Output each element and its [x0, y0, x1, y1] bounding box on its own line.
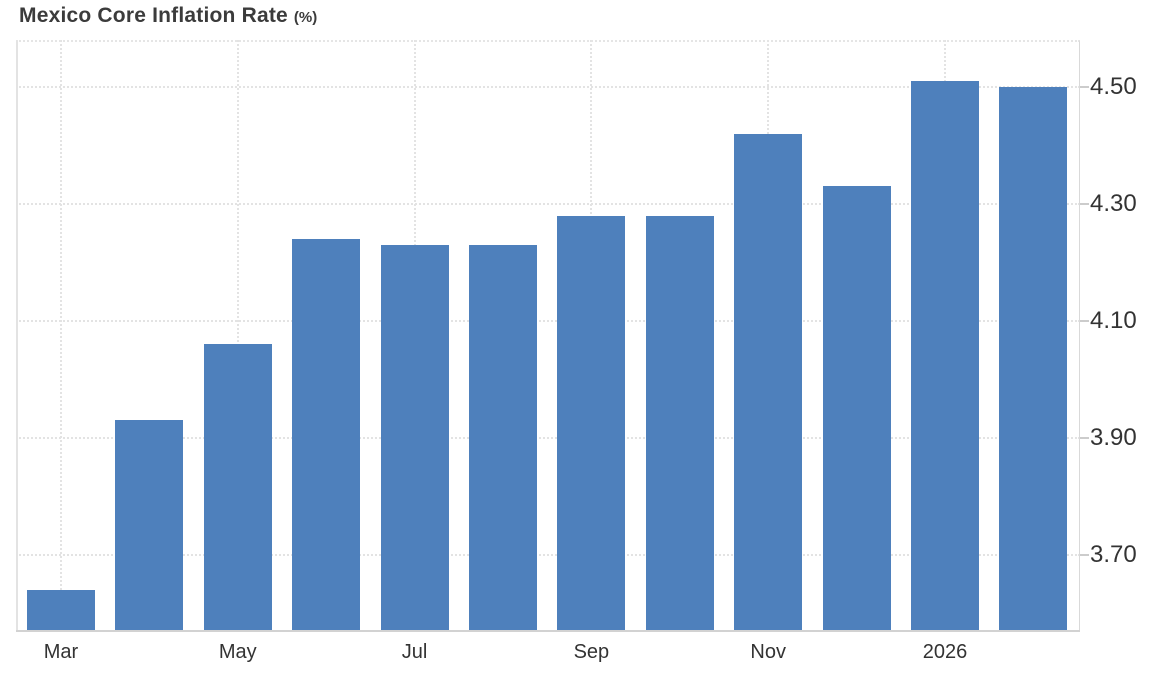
y-axis-tick [1080, 319, 1089, 322]
y-axis-label: 4.10 [1090, 306, 1137, 334]
chart-title-unit: (%) [293, 9, 318, 26]
y-axis-label: 4.30 [1090, 189, 1137, 217]
y-axis-label: 3.70 [1090, 541, 1137, 569]
bar-apr[interactable] [115, 420, 184, 630]
y-axis-tick [1080, 554, 1089, 557]
bar-feb-2026[interactable] [999, 86, 1068, 630]
x-axis-label: Jul [401, 641, 428, 663]
x-axis-label: Nov [750, 641, 786, 663]
y-axis-tick [1080, 85, 1089, 88]
y-axis-tick [1080, 202, 1089, 205]
x-axis-label: May [218, 641, 257, 663]
y-axis-tick [1080, 437, 1089, 440]
bar-dec[interactable] [822, 186, 891, 630]
y-axis-label: 3.90 [1090, 424, 1137, 452]
x-axis-label: 2026 [922, 641, 968, 663]
x-axis-label: Mar [43, 641, 79, 663]
x-axis-label: Sep [573, 641, 610, 663]
bar-oct[interactable] [645, 215, 714, 630]
bar-jul[interactable] [380, 244, 449, 630]
bar-jun[interactable] [292, 239, 361, 630]
bar-sep[interactable] [557, 215, 626, 630]
bar-may[interactable] [203, 344, 272, 630]
chart-title-text: Mexico Core Inflation Rate [19, 4, 288, 27]
y-axis-label: 4.50 [1090, 72, 1137, 100]
bar-mar[interactable] [27, 590, 95, 630]
chart-title: Mexico Core Inflation Rate (%) [19, 4, 317, 28]
x-gridline [60, 40, 62, 630]
bar-jan-2026[interactable] [911, 80, 979, 630]
x-axis-line [16, 630, 1080, 632]
bar-nov[interactable] [734, 133, 803, 630]
bar-aug[interactable] [469, 244, 537, 630]
